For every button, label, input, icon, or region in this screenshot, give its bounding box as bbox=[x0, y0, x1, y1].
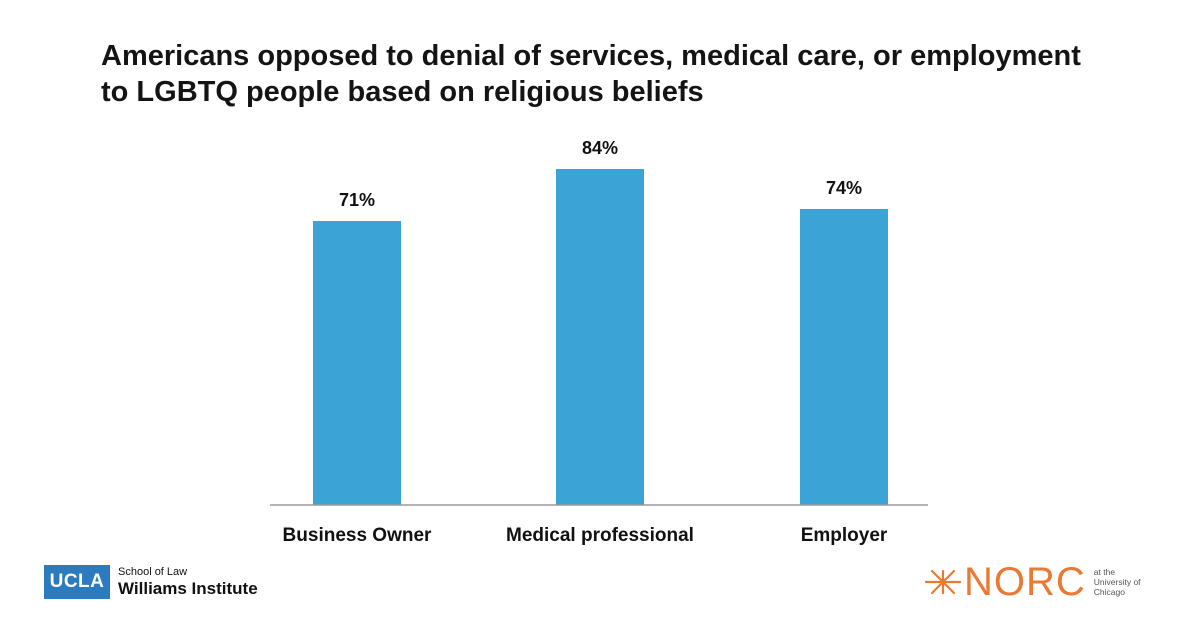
norc-wordmark: NORC bbox=[964, 560, 1086, 604]
chart-title: Americans opposed to denial of services,… bbox=[101, 38, 1141, 110]
x-tick-label: Business Owner bbox=[283, 525, 432, 546]
bar-business-owner bbox=[313, 221, 401, 505]
norc-sub-line-2: University of bbox=[1093, 577, 1141, 587]
norc-sub-line-3: Chicago bbox=[1093, 587, 1125, 597]
ucla-institute-label: Williams Institute bbox=[118, 579, 258, 598]
data-label: 84% bbox=[582, 138, 618, 158]
norc-sub-line-1: at the bbox=[1093, 567, 1116, 577]
ucla-wordmark: UCLA bbox=[44, 565, 110, 599]
bar-medical-professional bbox=[556, 169, 644, 505]
x-tick-label: Employer bbox=[801, 525, 888, 546]
chart-title-line-2: to LGBTQ people based on religious belie… bbox=[101, 76, 704, 108]
ucla-williams-logo: UCLA School of Law Williams Institute bbox=[44, 565, 258, 599]
x-tick-label: Medical professional bbox=[506, 525, 694, 546]
norc-logo: NORC at the University of Chicago bbox=[924, 562, 1141, 602]
data-label: 71% bbox=[339, 190, 375, 210]
starburst-icon bbox=[924, 569, 962, 595]
bar-employer bbox=[800, 209, 888, 505]
data-label: 74% bbox=[826, 178, 862, 198]
chart-title-line-1: Americans opposed to denial of services,… bbox=[101, 40, 1081, 72]
ucla-school-label: School of Law bbox=[118, 566, 188, 578]
